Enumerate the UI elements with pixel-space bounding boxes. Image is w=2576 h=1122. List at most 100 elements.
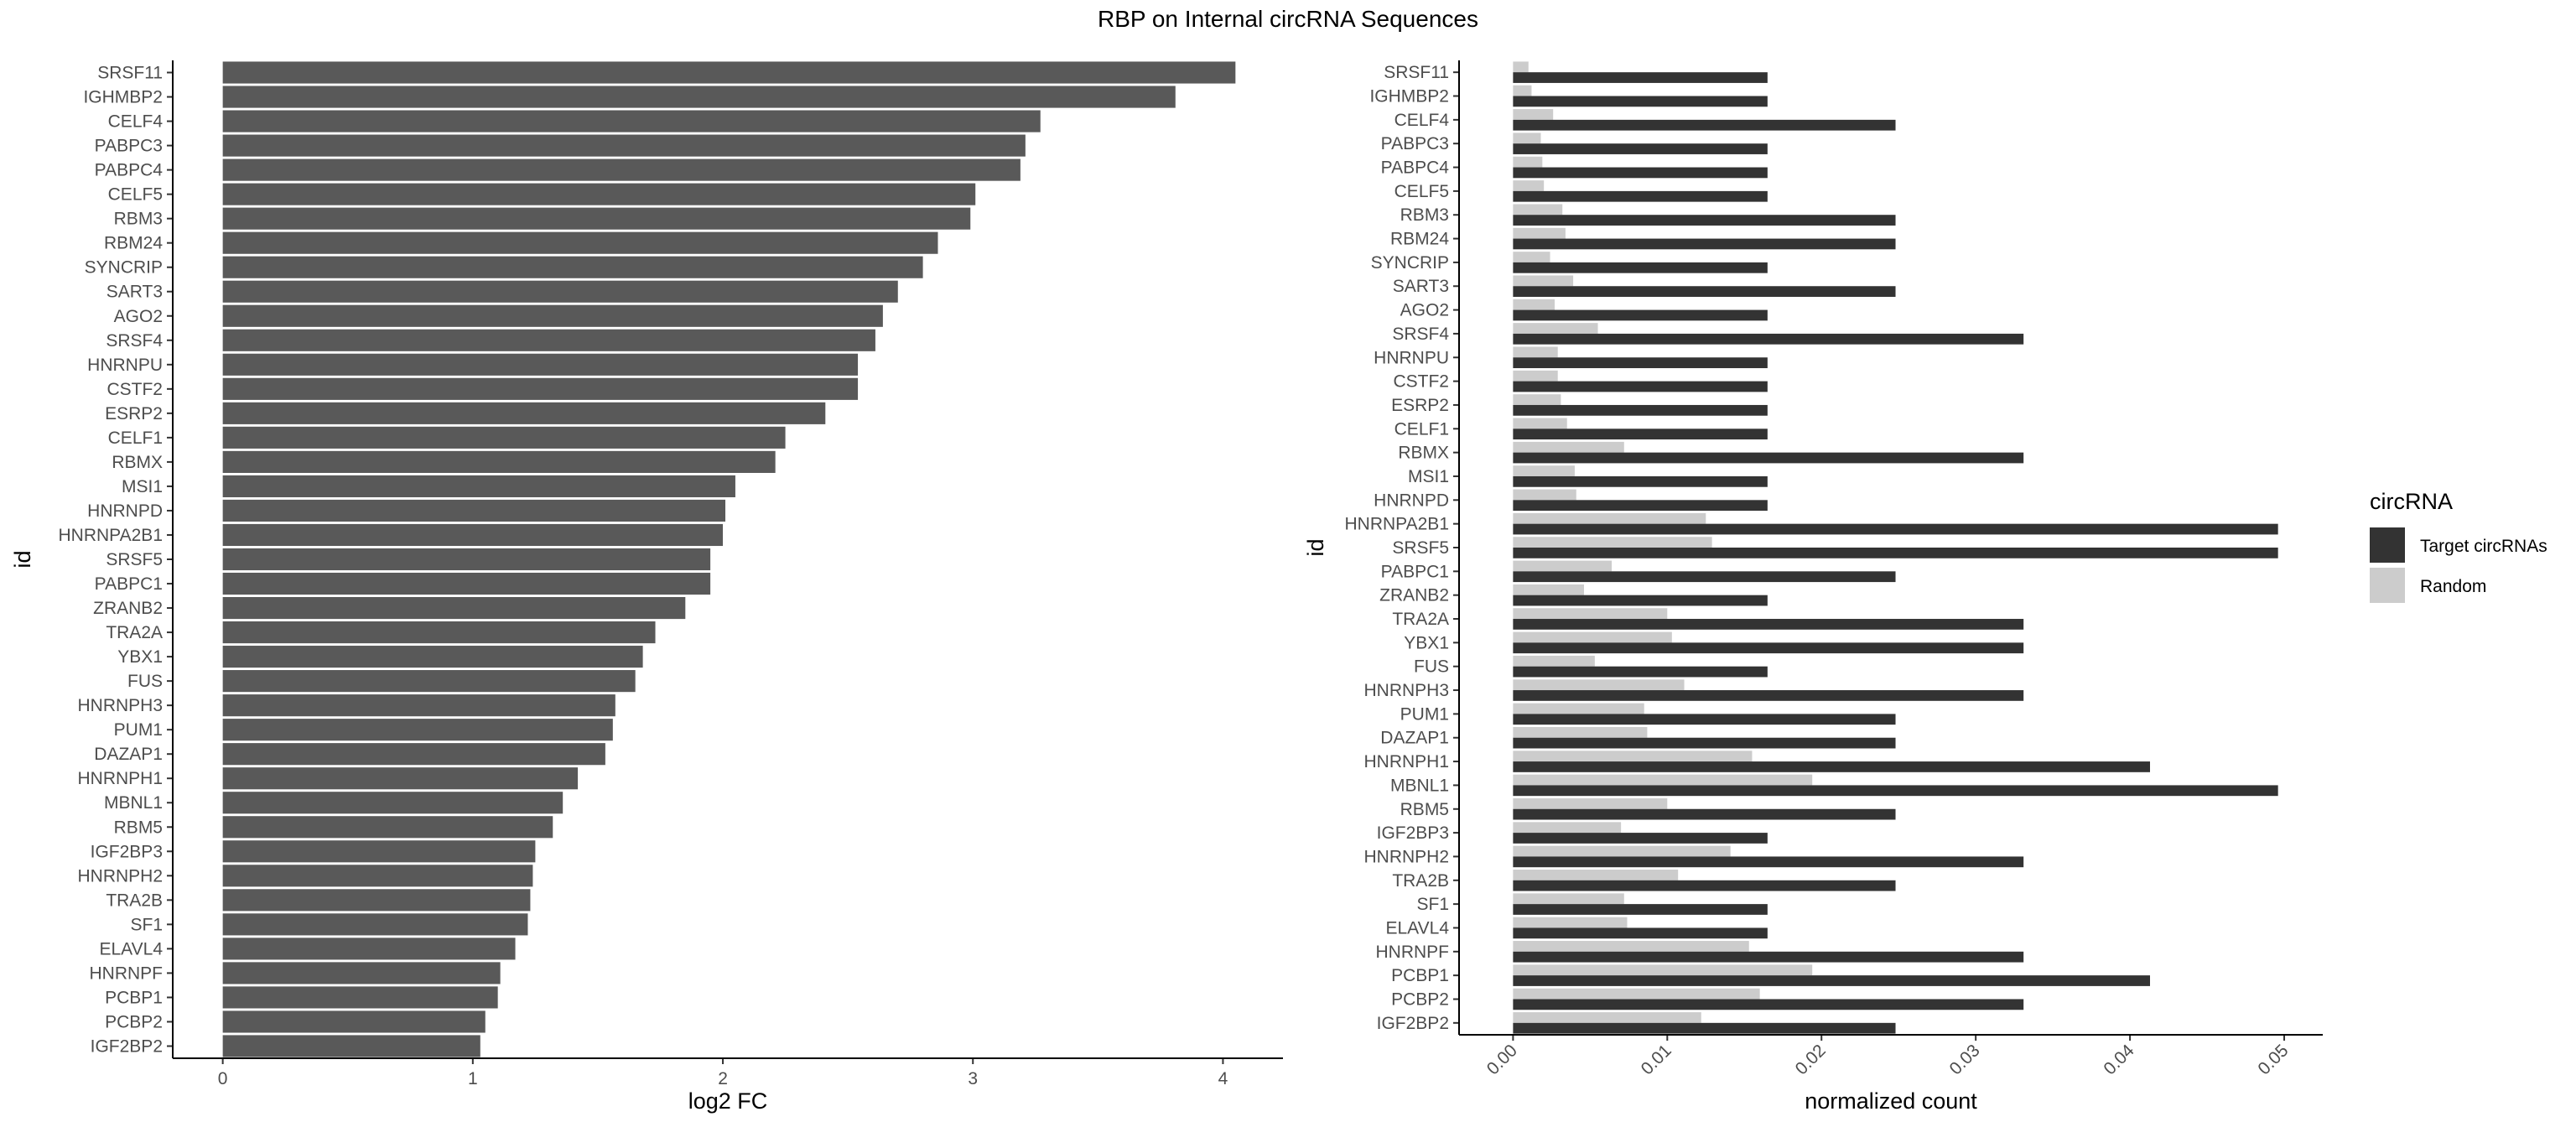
right-y-tick-label: MSI1 [1408, 467, 1449, 486]
right-y-tick-label: HNRNPU [1374, 348, 1449, 367]
right-bar-target-dazap1 [1513, 737, 1896, 749]
right-bar-target-hnrnpf [1513, 951, 2024, 963]
left-bar-rbm5 [222, 816, 553, 839]
right-bar-random-rbmx [1513, 441, 1624, 453]
right-y-tick-label: SART3 [1393, 277, 1449, 296]
left-y-tick-label: TRA2B [106, 891, 163, 910]
right-bar-target-tra2a [1513, 619, 2024, 630]
right-bar-target-pum1 [1513, 714, 1896, 725]
right-y-tick-label: SRSF4 [1392, 325, 1449, 344]
left-y-tick-label: ELAVL4 [100, 939, 164, 958]
left-bar-dazap1 [222, 743, 605, 766]
left-y-tick-label: IGF2BP2 [91, 1036, 163, 1056]
left-y-tick-label: PCBP1 [105, 988, 163, 1007]
right-bar-target-hnrnph3 [1513, 690, 2024, 701]
left-y-tick-label: AGO2 [114, 307, 163, 326]
left-y-tick-label: YBX1 [117, 647, 163, 667]
left-bar-srsf5 [222, 548, 711, 571]
right-y-tick-label: SYNCRIP [1371, 253, 1449, 273]
left-bar-rbmx [222, 450, 776, 473]
right-y-tick-label: PUM1 [1400, 704, 1449, 724]
right-bar-target-elavl4 [1513, 927, 1768, 939]
right-bar-target-ybx1 [1513, 642, 2024, 654]
right-bar-target-rbm5 [1513, 808, 1896, 820]
left-bar-srsf4 [222, 329, 875, 351]
right-bar-target-celf4 [1513, 119, 1896, 131]
right-bar-target-esrp2 [1513, 404, 1768, 416]
left-bar-celf1 [222, 426, 786, 449]
left-y-tick-label: RBM5 [114, 818, 163, 837]
right-bar-target-fus [1513, 666, 1768, 678]
right-y-tick-label: RBM5 [1400, 800, 1449, 819]
left-bar-tra2a [222, 621, 656, 644]
left-y-tick-label: ESRP2 [105, 404, 163, 423]
right-bar-target-ighmbp2 [1513, 96, 1768, 107]
left-y-tick-label: SRSF5 [106, 550, 163, 569]
right-bar-target-hnrnpd [1513, 500, 1768, 512]
left-bar-fus [222, 670, 636, 693]
right-bar-target-sf1 [1513, 904, 1768, 915]
right-bar-random-igf2bp2 [1513, 1012, 1701, 1023]
right-y-tick-label: PCBP1 [1391, 966, 1449, 985]
left-bar-srsf11 [222, 61, 1236, 84]
right-bar-target-hnrnph2 [1513, 856, 2024, 868]
left-bar-pabpc3 [222, 134, 1026, 157]
right-y-tick-label: MBNL1 [1390, 776, 1449, 795]
left-y-tick-label: CELF1 [108, 429, 163, 448]
right-y-tick-label: IGF2BP3 [1377, 823, 1449, 843]
right-bar-random-msi1 [1513, 465, 1575, 476]
left-x-tick-labels: 0 1 2 3 4 [218, 1058, 1228, 1088]
legend-label-target: Target circRNAs [2420, 537, 2547, 556]
left-y-tick-label: PCBP2 [105, 1012, 163, 1031]
left-y-tick-label: MSI1 [122, 477, 163, 496]
right-y-tick-label: PABPC4 [1381, 158, 1450, 178]
right-y-tick-label: FUS [1414, 657, 1449, 677]
left-bar-ighmbp2 [222, 86, 1176, 108]
right-bar-target-cstf2 [1513, 381, 1768, 392]
right-y-tick-label: CELF1 [1394, 419, 1449, 439]
right-y-tick-label: TRA2B [1392, 871, 1449, 891]
left-bar-hnrnpf [222, 962, 501, 984]
left-y-tick-label: IGHMBP2 [83, 88, 163, 107]
left-bar-pabpc4 [222, 158, 1021, 181]
left-y-tick-label: HNRNPF [90, 964, 164, 983]
right-bar-target-srsf11 [1513, 72, 1768, 83]
right-y-tick-label: TRA2A [1392, 610, 1449, 629]
right-bar-random-pcbp2 [1513, 988, 1760, 1000]
right-y-tick-label: CSTF2 [1393, 372, 1449, 392]
left-bar-ago2 [222, 304, 883, 327]
left-y-tick-label: PABPC4 [95, 161, 164, 180]
left-y-tick-label: HNRNPD [87, 501, 163, 521]
left-x-tick-label: 0 [218, 1069, 228, 1088]
left-bar-elavl4 [222, 938, 516, 960]
right-bar-random-dazap1 [1513, 726, 1648, 738]
right-y-tick-label: HNRNPF [1376, 943, 1450, 962]
right-y-tick-label: PCBP2 [1391, 990, 1449, 1009]
left-bar-pcbp1 [222, 986, 498, 1009]
right-y-tick-label: RBM24 [1390, 230, 1449, 249]
right-y-tick-label: HNRNPH2 [1363, 847, 1449, 866]
left-bar-rbm3 [222, 207, 971, 230]
right-bar-random-hnrnpu [1513, 346, 1558, 358]
right-bar-random-syncrip [1513, 252, 1550, 262]
left-y-tick-label: HNRNPA2B1 [59, 526, 163, 545]
left-bar-mbnl1 [222, 792, 564, 814]
left-y-tick-label: SRSF11 [97, 64, 163, 83]
right-bar-target-tra2b [1513, 880, 1896, 891]
right-bar-random-rbm3 [1513, 204, 1563, 216]
right-bar-random-celf1 [1513, 418, 1567, 429]
right-bar-random-rbm5 [1513, 798, 1668, 809]
left-y-tick-label: CELF4 [108, 112, 164, 132]
left-bar-hnrnph1 [222, 767, 579, 790]
right-y-tick-label: HNRNPA2B1 [1345, 515, 1449, 534]
legend-label-random: Random [2420, 577, 2486, 596]
right-bar-random-igf2bp3 [1513, 822, 1622, 834]
left-y-tick-label: DAZAP1 [94, 745, 163, 764]
right-bar-random-hnrnpd [1513, 489, 1576, 501]
left-bar-hnrnph2 [222, 865, 533, 887]
right-y-tick-label: SRSF11 [1384, 63, 1449, 82]
right-bar-target-pcbp1 [1513, 975, 2150, 986]
right-bar-target-pabpc1 [1513, 571, 1896, 583]
left-y-tick-label: HNRNPU [87, 356, 163, 375]
left-y-tick-label: MBNL1 [104, 793, 163, 813]
